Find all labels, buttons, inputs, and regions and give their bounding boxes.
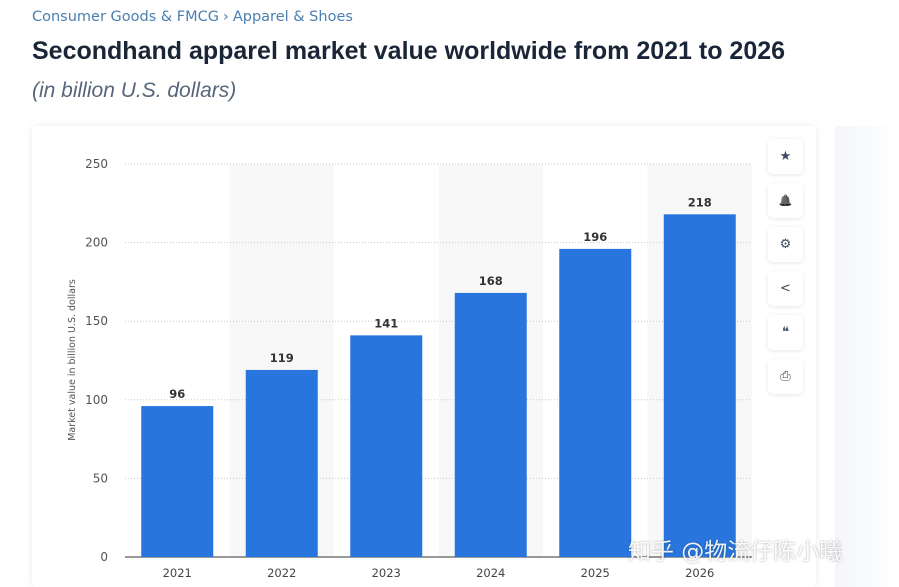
bar-2024 bbox=[454, 292, 527, 557]
star-icon: ★ bbox=[779, 149, 792, 164]
x-tick-label: 2023 bbox=[372, 566, 401, 580]
bell-icon: 🔔 bbox=[778, 194, 793, 207]
x-tick-label: 2024 bbox=[476, 566, 505, 580]
y-tick-label: 250 bbox=[85, 157, 108, 171]
print-icon: ⎙ bbox=[780, 369, 791, 384]
breadcrumb: Consumer Goods & FMCG › Apparel & Shoes bbox=[32, 9, 357, 25]
data-label: 119 bbox=[270, 351, 294, 365]
breadcrumb-link-apparel[interactable]: Apparel & Shoes bbox=[232, 9, 353, 25]
share-icon: < bbox=[780, 281, 791, 296]
x-tick-label: 2025 bbox=[581, 566, 610, 580]
quote-button[interactable]: ❝ bbox=[768, 315, 803, 350]
bell-button[interactable]: 🔔 bbox=[768, 183, 803, 218]
data-label: 218 bbox=[688, 195, 712, 209]
x-tick-label: 2021 bbox=[163, 566, 192, 580]
y-tick-label: 100 bbox=[85, 393, 108, 407]
bar-2023 bbox=[350, 335, 423, 557]
y-tick-label: 0 bbox=[100, 550, 108, 564]
side-backdrop bbox=[835, 126, 899, 587]
gear-icon: ⚙ bbox=[779, 237, 792, 252]
quote-icon: ❝ bbox=[782, 325, 789, 340]
print-button[interactable]: ⎙ bbox=[768, 359, 803, 394]
breadcrumb-separator: › bbox=[223, 9, 229, 25]
y-tick-label: 200 bbox=[85, 236, 108, 250]
x-tick-label: 2026 bbox=[685, 566, 714, 580]
bar-2022 bbox=[245, 369, 318, 557]
breadcrumb-link-consumer-goods[interactable]: Consumer Goods & FMCG bbox=[32, 9, 220, 25]
data-label: 141 bbox=[374, 316, 398, 330]
y-axis-label: Market value in billion U.S. dollars bbox=[67, 279, 78, 441]
page-subtitle: (in billion U.S. dollars) bbox=[32, 79, 237, 102]
bar-2026 bbox=[663, 214, 736, 557]
data-label: 196 bbox=[583, 230, 607, 244]
data-label: 168 bbox=[479, 274, 503, 288]
share-button[interactable]: < bbox=[768, 271, 803, 306]
y-tick-label: 50 bbox=[93, 471, 108, 485]
star-button[interactable]: ★ bbox=[768, 139, 803, 174]
page-title: Secondhand apparel market value worldwid… bbox=[32, 37, 786, 65]
watermark: 知乎 @物流仔陈小曦 bbox=[628, 539, 843, 565]
y-tick-label: 150 bbox=[85, 314, 108, 328]
bar-2025 bbox=[559, 248, 632, 557]
bar-2021 bbox=[141, 406, 214, 557]
gear-button[interactable]: ⚙ bbox=[768, 227, 803, 262]
x-tick-label: 2022 bbox=[267, 566, 296, 580]
data-label: 96 bbox=[169, 387, 185, 401]
